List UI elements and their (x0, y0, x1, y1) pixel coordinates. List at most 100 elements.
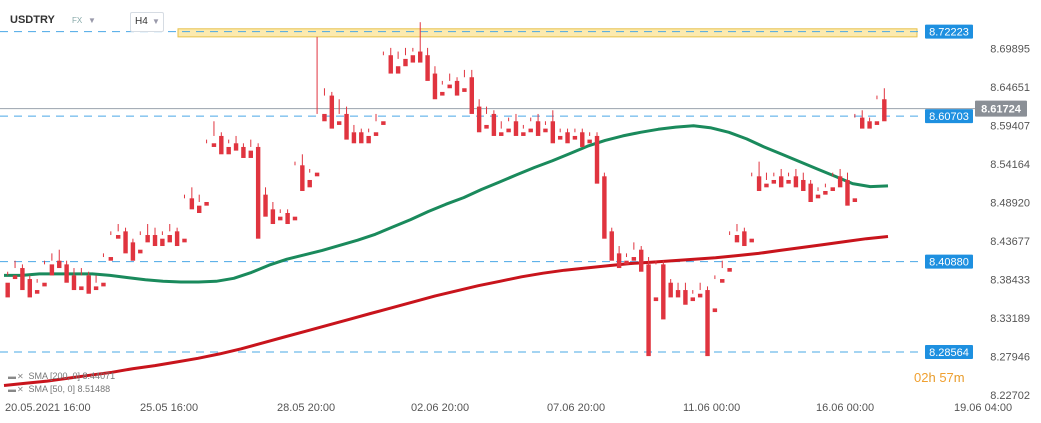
candle[interactable] (204, 139, 209, 206)
candle[interactable] (307, 168, 312, 188)
candle[interactable] (756, 161, 762, 191)
candle[interactable] (395, 51, 401, 74)
candle[interactable] (469, 69, 474, 114)
candle[interactable] (300, 154, 305, 191)
candle[interactable] (145, 224, 150, 243)
candle[interactable] (226, 139, 231, 155)
candle[interactable] (123, 227, 128, 254)
candle[interactable] (57, 249, 62, 269)
candle[interactable] (233, 135, 239, 151)
candle[interactable] (49, 253, 55, 276)
candle[interactable] (241, 143, 246, 158)
candle[interactable] (661, 260, 666, 320)
candle[interactable] (447, 73, 452, 89)
candle[interactable] (742, 227, 747, 247)
candle[interactable] (852, 113, 858, 202)
candle[interactable] (476, 99, 482, 133)
eye-icon[interactable]: ▬ (8, 385, 16, 394)
candle[interactable] (42, 260, 47, 287)
candle[interactable] (720, 260, 725, 283)
candle[interactable] (646, 257, 651, 357)
candle[interactable] (587, 132, 592, 144)
candle[interactable] (624, 253, 629, 265)
candle[interactable] (152, 227, 158, 247)
candle[interactable] (705, 286, 710, 357)
sma50-line[interactable] (4, 124, 889, 284)
candle[interactable] (64, 260, 69, 283)
candle[interactable] (557, 128, 563, 140)
candle[interactable] (594, 132, 600, 184)
candle[interactable] (130, 238, 136, 261)
candle[interactable] (535, 113, 541, 136)
candle[interactable] (344, 106, 349, 140)
candle[interactable] (101, 253, 106, 287)
candle[interactable] (351, 124, 357, 144)
candle[interactable] (86, 271, 91, 294)
candle[interactable] (808, 179, 813, 202)
candle[interactable] (550, 110, 556, 144)
candle[interactable] (506, 117, 511, 133)
sma200-line[interactable] (3, 235, 889, 387)
candle[interactable] (830, 172, 835, 191)
candle[interactable] (734, 224, 740, 243)
legend-sma200[interactable]: ▬✕ SMA [200, 0] 8.44071 (8, 371, 115, 381)
candle[interactable] (513, 113, 519, 136)
candle[interactable] (160, 231, 165, 247)
candle[interactable] (403, 47, 408, 67)
candle[interactable] (690, 290, 695, 302)
candle[interactable] (34, 279, 40, 294)
candle[interactable] (845, 172, 850, 206)
candle[interactable] (373, 113, 379, 136)
candle[interactable] (683, 282, 688, 305)
candle[interactable] (71, 268, 77, 291)
candle[interactable] (322, 88, 327, 122)
candle[interactable] (12, 260, 18, 280)
legend-sma50[interactable]: ▬✕ SMA [50, 0] 8.51488 (8, 384, 110, 394)
candle[interactable] (602, 172, 607, 239)
candle[interactable] (668, 279, 673, 298)
candle[interactable] (491, 110, 497, 136)
candle[interactable] (285, 209, 290, 225)
candle[interactable] (167, 224, 172, 243)
candle[interactable] (388, 47, 393, 74)
candle[interactable] (263, 187, 268, 217)
candle[interactable] (174, 227, 180, 247)
candle[interactable] (639, 246, 644, 272)
candle[interactable] (189, 187, 195, 210)
candle[interactable] (609, 227, 614, 261)
candle[interactable] (543, 121, 548, 133)
candle[interactable] (108, 231, 114, 261)
candle[interactable] (631, 242, 637, 261)
candle[interactable] (727, 231, 732, 272)
candle[interactable] (418, 22, 423, 63)
candle[interactable] (867, 117, 872, 129)
candle[interactable] (248, 139, 253, 158)
candle[interactable] (138, 231, 143, 254)
candle[interactable] (484, 106, 489, 129)
candle[interactable] (749, 172, 754, 243)
timeframe-selector[interactable] (130, 12, 164, 32)
candle[interactable] (366, 128, 371, 144)
candle[interactable] (874, 95, 880, 125)
candle[interactable] (771, 172, 777, 184)
candle[interactable] (410, 47, 416, 63)
candle[interactable] (425, 47, 430, 81)
candle[interactable] (815, 187, 821, 199)
candle[interactable] (20, 264, 25, 291)
candle[interactable] (79, 268, 84, 291)
candle[interactable] (197, 194, 202, 214)
candle[interactable] (675, 282, 681, 298)
candle[interactable] (381, 51, 386, 125)
candle[interactable] (211, 121, 217, 147)
candle[interactable] (882, 88, 887, 122)
candle[interactable] (837, 168, 843, 188)
timeframe-dropdown-icon[interactable]: ▼ (152, 17, 160, 26)
candle[interactable] (359, 128, 364, 144)
close-icon[interactable]: ✕ (17, 372, 24, 381)
candle[interactable] (521, 124, 526, 136)
candle[interactable] (572, 128, 578, 140)
candle[interactable] (580, 128, 585, 147)
candle[interactable] (860, 110, 865, 129)
candle[interactable] (653, 260, 659, 302)
candle[interactable] (565, 128, 570, 144)
